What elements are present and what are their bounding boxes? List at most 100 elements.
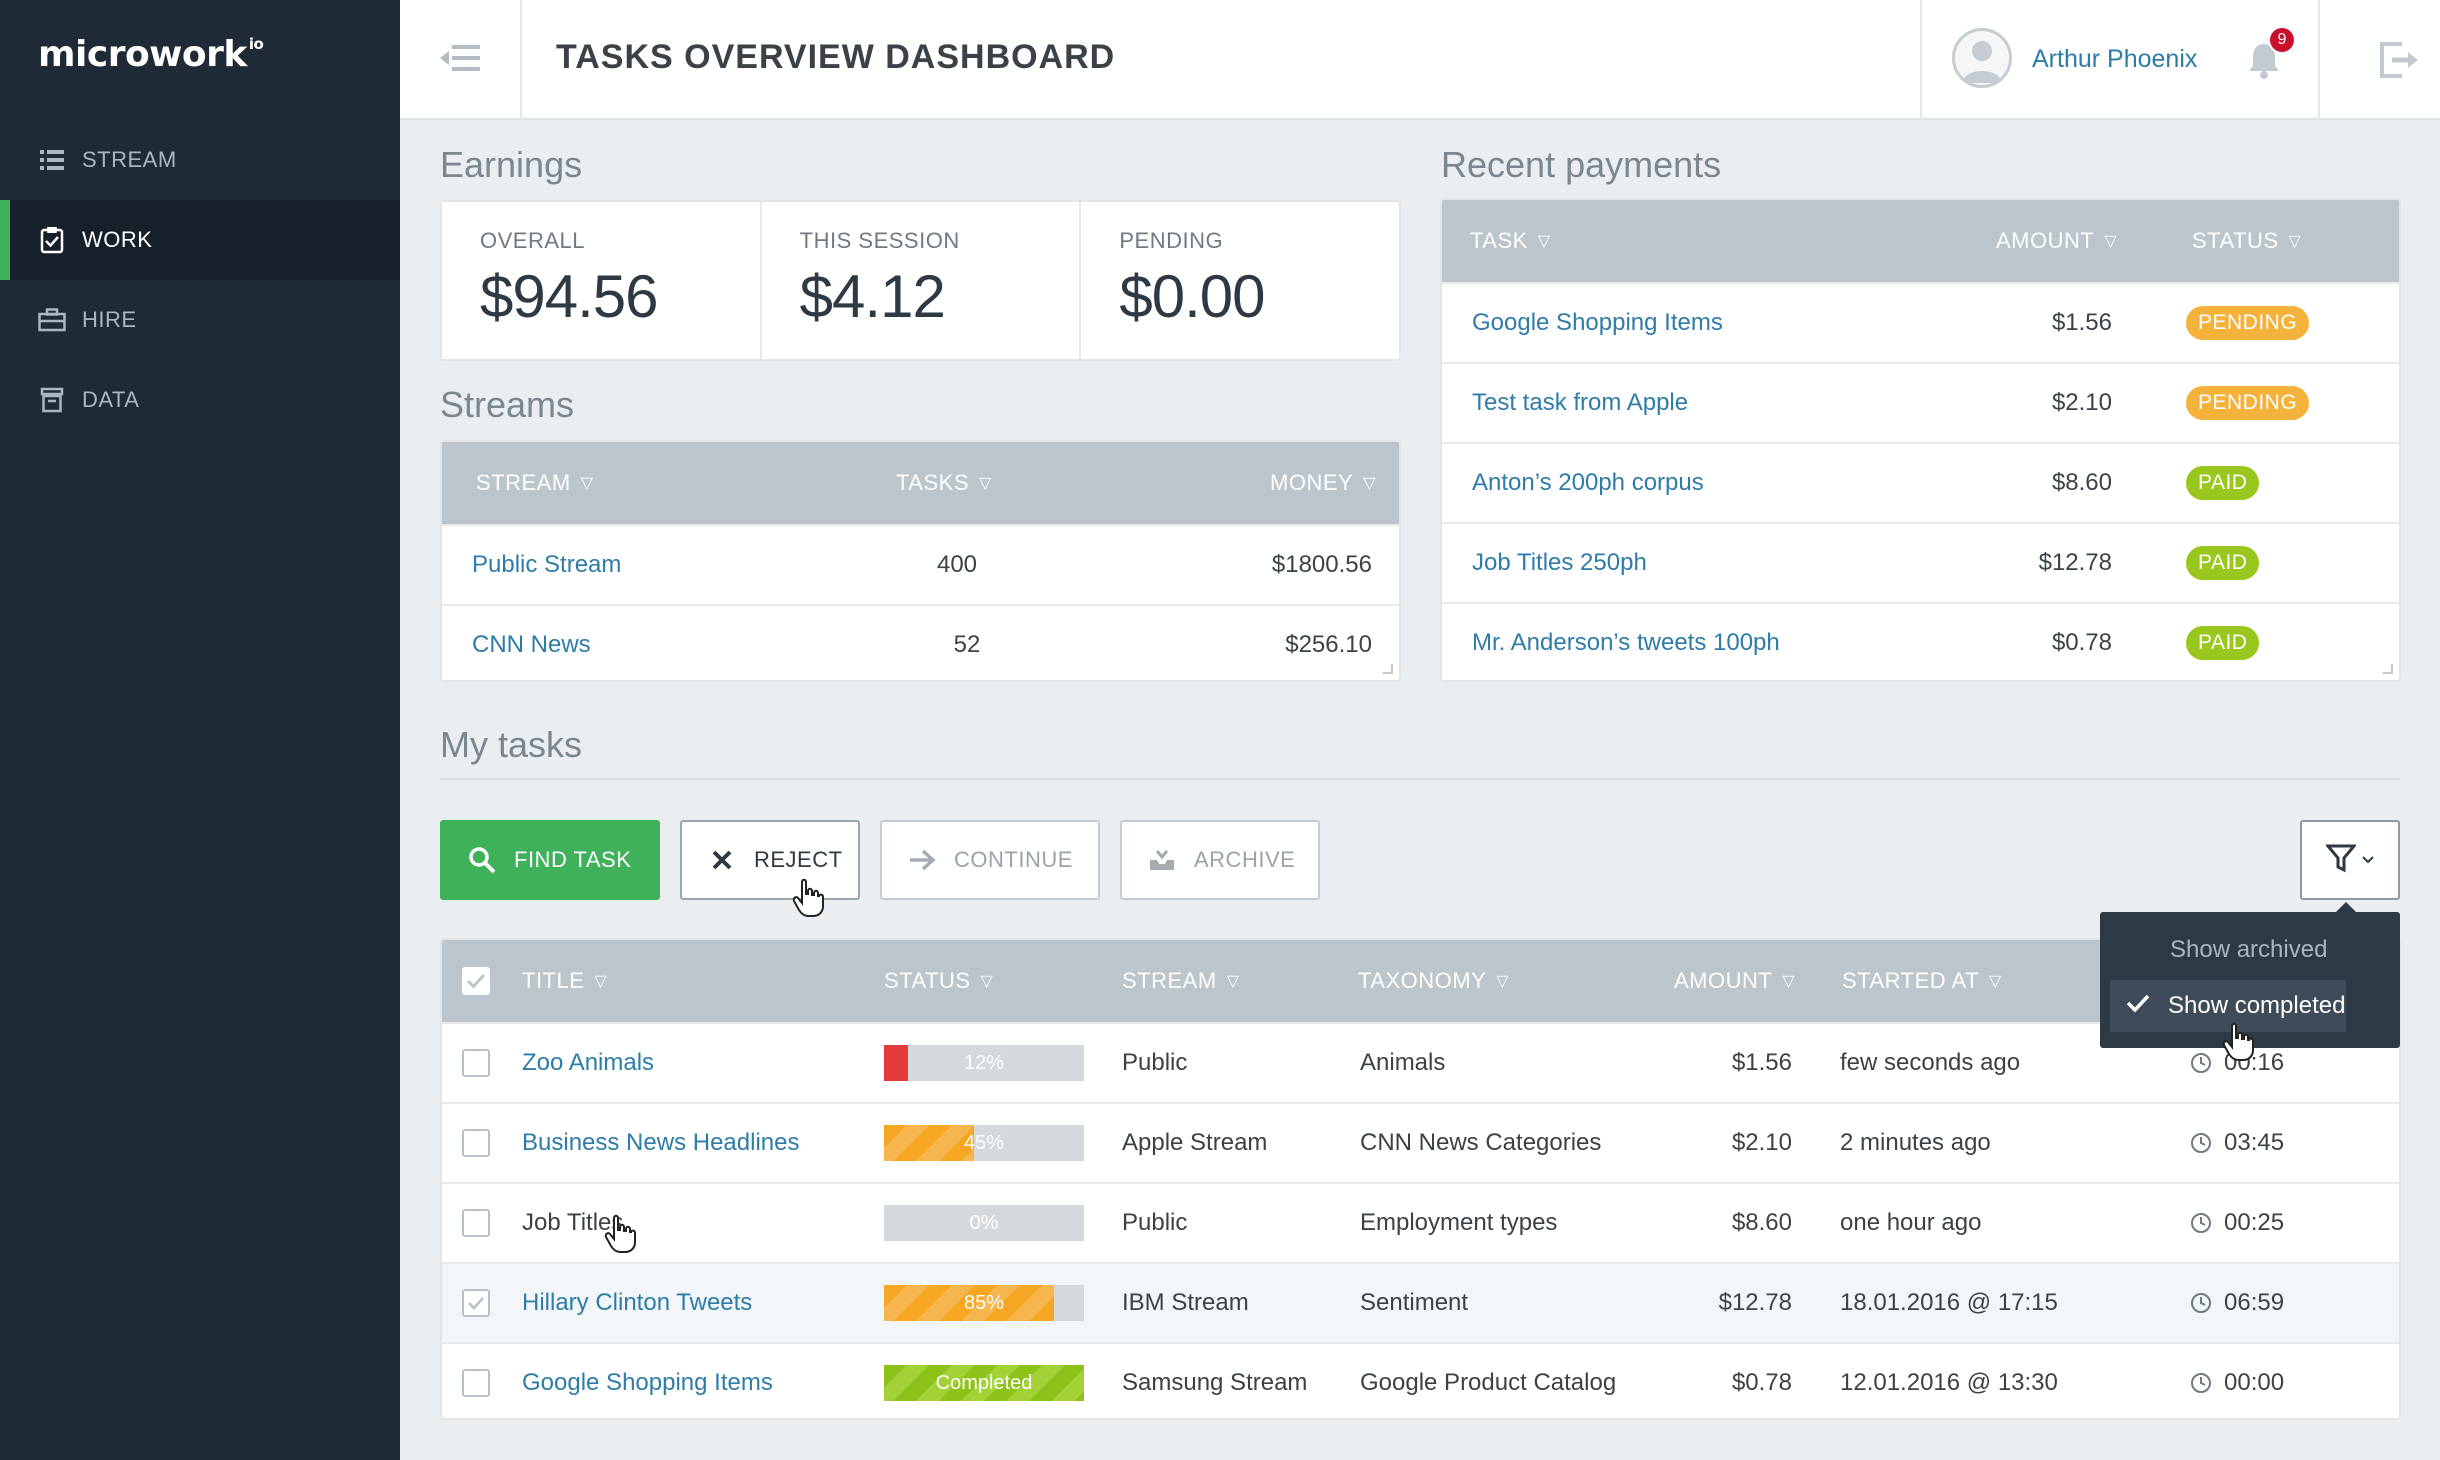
table-row[interactable]: Business News Headlines 45% Apple Stream CN… <box>442 1102 2399 1182</box>
user-name-link[interactable]: Arthur Phoenix <box>2032 45 2198 73</box>
task-title-link[interactable]: Business News Headlines <box>522 1129 800 1156</box>
column-header-stream[interactable]: STREAM ▽ <box>1122 968 1240 993</box>
task-duration: 00:16 <box>2224 1049 2285 1076</box>
sort-icon: ▽ <box>1782 973 1796 990</box>
progress-label: 12% <box>963 1051 1005 1074</box>
clock-icon <box>2190 1372 2212 1394</box>
clock-icon <box>2190 1292 2212 1314</box>
stream-name-link[interactable]: Public Stream <box>472 551 622 578</box>
task-title-link[interactable]: Hillary Clinton Tweets <box>522 1289 753 1316</box>
menu-toggle-button[interactable] <box>400 0 522 120</box>
sidebar-item-data[interactable]: DATA <box>0 360 400 440</box>
sort-icon: ▽ <box>580 475 594 492</box>
task-amount: $2.10 <box>1731 1129 1792 1156</box>
stream-name-link[interactable]: CNN News <box>472 631 591 658</box>
row-checkbox[interactable] <box>462 1289 490 1317</box>
table-row[interactable]: Google Shopping Items Completed Samsung St… <box>442 1342 2399 1418</box>
archive-tray-icon <box>1148 846 1176 874</box>
sort-icon: ▽ <box>1226 973 1240 990</box>
resize-handle[interactable] <box>2383 664 2393 674</box>
notification-count-badge: 9 <box>2268 26 2296 54</box>
sort-icon: ▽ <box>1496 973 1510 990</box>
task-title: Job Titles <box>522 1209 624 1236</box>
status-badge: PENDING <box>2186 306 2310 340</box>
tasks-table: TITLE ▽ STATUS ▽ STREAM ▽ TAXONOMY ▽ AMOUNT ▽… <box>440 938 2401 1420</box>
column-header-stream[interactable]: STREAM ▽ <box>476 470 594 495</box>
show-completed-option[interactable]: Show completed <box>2110 980 2346 1032</box>
table-row: Public Stream 400 $1800.56 <box>442 524 1399 604</box>
earnings-this-session: THIS SESSION $4.12 <box>762 202 1082 359</box>
payment-task-link[interactable]: Job Titles 250ph <box>1472 549 1647 576</box>
sidebar-item-hire[interactable]: HIRE <box>0 280 400 360</box>
table-row[interactable]: Hillary Clinton Tweets 85% IBM Stream Senti… <box>442 1262 2399 1342</box>
column-header-title[interactable]: TITLE ▽ <box>522 968 608 993</box>
task-started-at: 12.01.2016 @ 13:30 <box>1840 1369 2058 1396</box>
notifications-bell-icon[interactable] <box>2244 40 2284 80</box>
search-icon <box>468 846 496 874</box>
task-started-at: 2 minutes ago <box>1840 1129 1991 1156</box>
avatar[interactable] <box>1952 28 2012 88</box>
table-row[interactable]: Zoo Animals 12% Public Animals $1.56 few seco… <box>442 1022 2399 1102</box>
sidebar-item-work[interactable]: WORK <box>0 200 400 280</box>
column-header-money[interactable]: MONEY ▽ <box>1270 470 1376 495</box>
earnings-label: PENDING <box>1119 228 1224 253</box>
app-logo[interactable]: microwork io <box>38 34 264 75</box>
filter-dropdown-button[interactable] <box>2300 820 2400 900</box>
table-header: TITLE ▽ STATUS ▽ STREAM ▽ TAXONOMY ▽ AMOUNT ▽… <box>442 940 2399 1022</box>
payment-task-link[interactable]: Test task from Apple <box>1472 389 1689 416</box>
earnings-value: $0.00 <box>1119 263 1265 330</box>
task-amount: $8.60 <box>1731 1209 1792 1236</box>
show-archived-option[interactable]: Show archived <box>2170 936 2328 963</box>
task-amount: $1.56 <box>1731 1049 1792 1076</box>
my-tasks-heading: My tasks <box>440 724 583 765</box>
database-icon <box>38 386 66 414</box>
briefcase-icon <box>38 306 66 334</box>
archive-button[interactable]: ARCHIVE <box>1120 820 1320 900</box>
task-taxonomy: Employment types <box>1360 1209 1558 1236</box>
collapse-menu-icon <box>440 43 480 78</box>
progress-fill <box>884 1045 908 1081</box>
column-header-amount[interactable]: AMOUNT ▽ <box>1996 228 2118 253</box>
column-header-task[interactable]: TASK ▽ <box>1470 228 1551 253</box>
row-checkbox[interactable] <box>462 1049 490 1077</box>
task-duration: 06:59 <box>2224 1289 2285 1316</box>
select-all-checkbox[interactable] <box>462 967 490 995</box>
status-badge: PAID <box>2186 546 2260 580</box>
reject-button[interactable]: REJECT <box>680 820 860 900</box>
earnings-panel: OVERALL $94.56 THIS SESSION $4.12 PENDIN… <box>440 200 1401 361</box>
row-checkbox[interactable] <box>462 1369 490 1397</box>
task-duration: 03:45 <box>2224 1129 2285 1156</box>
column-header-started-at[interactable]: STARTED AT ▽ <box>1842 968 2002 993</box>
task-started-at: one hour ago <box>1840 1209 1982 1236</box>
sort-icon: ▽ <box>979 475 992 492</box>
payments-table: TASK ▽ AMOUNT ▽ STATUS ▽ Google Shopping It… <box>1440 198 2401 682</box>
row-checkbox[interactable] <box>462 1129 490 1157</box>
row-checkbox[interactable] <box>462 1209 490 1237</box>
earnings-value: $94.56 <box>480 263 659 330</box>
table-row[interactable]: Job Titles 0% Public Employment types $8.60 o… <box>442 1182 2399 1262</box>
payment-amount: $0.78 <box>2051 629 2112 656</box>
continue-button[interactable]: CONTINUE <box>880 820 1100 900</box>
resize-handle[interactable] <box>1383 664 1393 674</box>
logout-icon[interactable] <box>2378 38 2422 82</box>
payment-task-link[interactable]: Anton’s 200ph corpus <box>1472 469 1704 496</box>
status-badge: PENDING <box>2186 386 2310 420</box>
sort-icon: ▽ <box>594 973 608 990</box>
task-title-link[interactable]: Zoo Animals <box>522 1049 655 1076</box>
column-header-taxonomy[interactable]: TAXONOMY ▽ <box>1358 968 1510 993</box>
payment-task-link[interactable]: Google Shopping Items <box>1472 309 1723 336</box>
sort-icon: ▽ <box>980 973 994 990</box>
task-title-link[interactable]: Google Shopping Items <box>522 1369 773 1396</box>
column-header-status[interactable]: STATUS ▽ <box>884 968 994 993</box>
column-header-status[interactable]: STATUS ▽ <box>2192 228 2302 253</box>
task-stream: IBM Stream <box>1122 1289 1249 1316</box>
earnings-heading: Earnings <box>440 144 583 185</box>
table-row: Google Shopping Items $1.56 PENDING <box>1442 282 2399 362</box>
top-header: TASKS OVERVIEW DASHBOARD Arthur Phoenix … <box>400 0 2440 120</box>
column-header-amount[interactable]: AMOUNT ▽ <box>1674 968 1796 993</box>
sidebar-item-stream[interactable]: STREAM <box>0 120 400 200</box>
payment-task-link[interactable]: Mr. Anderson’s tweets 100ph <box>1472 629 1780 656</box>
column-header-tasks[interactable]: TASKS ▽ <box>896 470 992 495</box>
find-task-button[interactable]: FIND TASK <box>440 820 660 900</box>
sidebar: microwork io STREAM WORK HIRE DATA <box>0 0 400 1460</box>
